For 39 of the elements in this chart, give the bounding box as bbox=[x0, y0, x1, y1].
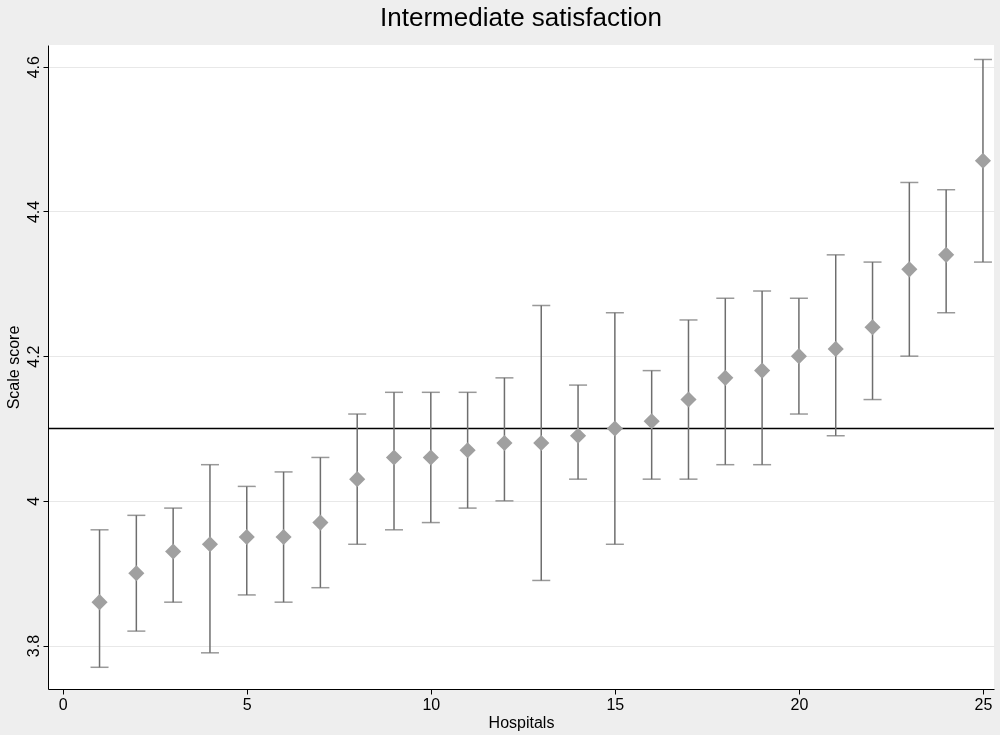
y-tick-label: 4.6 bbox=[24, 55, 42, 79]
point bbox=[459, 442, 476, 459]
point bbox=[201, 536, 219, 553]
point bbox=[974, 152, 992, 169]
point bbox=[385, 449, 403, 466]
x-tick-label: 5 bbox=[242, 695, 252, 713]
point bbox=[165, 543, 182, 560]
point bbox=[238, 528, 255, 546]
point bbox=[606, 420, 623, 437]
point bbox=[533, 434, 550, 452]
chart-title: Intermediate satisfaction bbox=[380, 2, 662, 32]
point bbox=[312, 514, 329, 531]
x-axis-title: Hospitals bbox=[488, 713, 555, 731]
x-tick-label: 20 bbox=[790, 695, 809, 713]
x-tick-label: 0 bbox=[58, 695, 68, 713]
x-tick-label: 15 bbox=[606, 695, 625, 713]
point bbox=[901, 261, 918, 278]
y-axis-title: Scale score bbox=[4, 325, 22, 410]
y-tick-label: 4 bbox=[24, 496, 42, 506]
x-tick-label: 10 bbox=[422, 695, 441, 713]
point bbox=[938, 246, 955, 263]
point bbox=[422, 449, 439, 466]
point bbox=[754, 362, 771, 379]
point bbox=[569, 427, 587, 444]
point bbox=[275, 528, 292, 546]
y-tick-label: 4.4 bbox=[24, 200, 42, 224]
point bbox=[91, 594, 108, 611]
y-tick-label: 3.8 bbox=[24, 634, 42, 658]
point bbox=[680, 391, 697, 408]
point bbox=[790, 348, 807, 365]
point bbox=[496, 434, 513, 452]
point bbox=[827, 340, 844, 357]
point bbox=[128, 565, 145, 582]
point bbox=[717, 369, 734, 386]
point bbox=[349, 471, 366, 488]
x-tick-label: 25 bbox=[974, 695, 993, 713]
point bbox=[643, 413, 660, 430]
point bbox=[864, 319, 881, 336]
y-tick-label: 4.2 bbox=[24, 345, 42, 368]
